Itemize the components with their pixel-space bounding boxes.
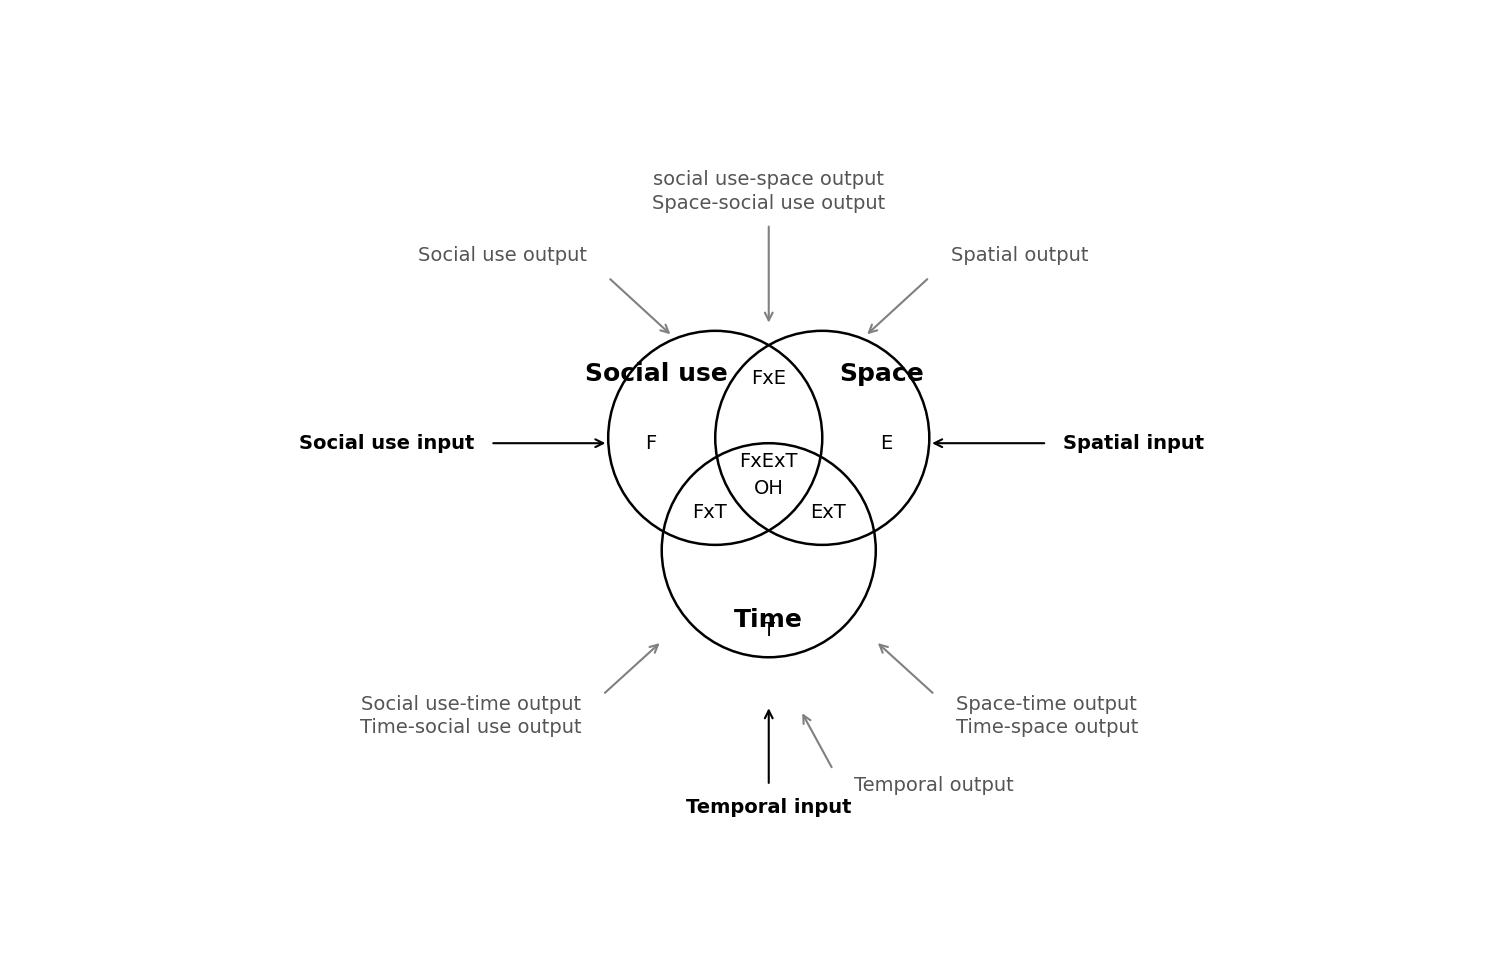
Text: Space: Space bbox=[839, 362, 924, 385]
Text: Temporal output: Temporal output bbox=[855, 776, 1014, 795]
Text: Spatial input: Spatial input bbox=[1064, 434, 1204, 452]
Text: Social use: Social use bbox=[585, 362, 728, 385]
Text: OH: OH bbox=[754, 479, 783, 498]
Text: FxE: FxE bbox=[752, 370, 786, 388]
Text: Social use-time output
Time-social use output: Social use-time output Time-social use o… bbox=[360, 695, 582, 738]
Text: Space-time output
Time-space output: Space-time output Time-space output bbox=[956, 695, 1138, 738]
Text: social use-space output
Space-social use output: social use-space output Space-social use… bbox=[652, 170, 885, 213]
Text: Time: Time bbox=[735, 608, 802, 631]
Text: Spatial output: Spatial output bbox=[951, 246, 1088, 266]
Text: Social use input: Social use input bbox=[298, 434, 474, 452]
Text: FxT: FxT bbox=[693, 503, 728, 523]
Text: F: F bbox=[645, 434, 657, 452]
Text: T: T bbox=[762, 621, 774, 640]
Text: Temporal input: Temporal input bbox=[686, 798, 852, 816]
Text: E: E bbox=[880, 434, 892, 452]
Text: ExT: ExT bbox=[810, 503, 846, 523]
Text: Social use output: Social use output bbox=[419, 246, 586, 266]
Text: FxExT: FxExT bbox=[740, 452, 798, 472]
